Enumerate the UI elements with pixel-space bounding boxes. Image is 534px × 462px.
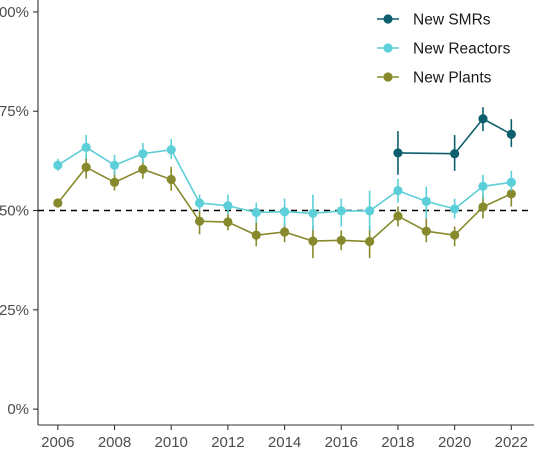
data-point <box>506 189 516 199</box>
data-point <box>194 198 205 208</box>
data-point <box>336 206 346 216</box>
data-point <box>393 186 403 196</box>
legend-swatch-point <box>383 72 393 82</box>
legend-label: New Plants <box>413 70 492 87</box>
x-tick-label: 2018 <box>381 434 414 451</box>
data-point <box>336 235 346 245</box>
data-point <box>166 145 176 155</box>
data-point <box>506 177 516 187</box>
data-point <box>421 196 431 206</box>
x-tick-label: 2020 <box>438 434 471 451</box>
data-point <box>166 174 176 185</box>
data-point <box>109 160 120 170</box>
series-new-smrs <box>393 107 516 175</box>
legend-item: New SMRs <box>377 12 491 29</box>
y-tick-label: 100% <box>0 4 29 21</box>
x-tick-label: 2022 <box>495 434 528 451</box>
data-point <box>53 160 63 170</box>
data-point <box>478 114 488 124</box>
series-new-plants <box>53 154 516 259</box>
legend-label: New SMRs <box>413 12 491 29</box>
data-point <box>251 207 261 218</box>
data-point <box>308 236 318 246</box>
data-point <box>279 227 290 237</box>
data-point <box>81 162 91 172</box>
series-new-reactors <box>53 135 516 231</box>
data-point <box>53 198 63 208</box>
data-point <box>450 230 460 240</box>
data-point <box>194 216 205 226</box>
x-axis-ticks: 2006 2008 2010 2012 2014 2016 2018 2020 2022 <box>41 425 528 451</box>
data-point <box>393 148 403 158</box>
data-point <box>138 149 148 159</box>
x-tick-label: 2016 <box>325 434 358 451</box>
data-point <box>138 164 148 174</box>
legend-swatch-point <box>383 43 393 53</box>
data-point <box>308 208 318 218</box>
data-point <box>365 206 375 216</box>
y-axis-ticks: 0% 25% 50% 75% 100% <box>0 4 38 418</box>
series-line <box>397 117 512 155</box>
data-point <box>421 226 431 236</box>
data-point <box>506 129 516 139</box>
data-point <box>450 204 460 214</box>
x-tick-label: 2006 <box>41 434 74 451</box>
data-point <box>251 230 261 240</box>
data-point <box>478 202 488 212</box>
y-tick-label: 50% <box>0 203 29 220</box>
legend-swatch-point <box>383 14 393 24</box>
data-point <box>81 142 91 152</box>
legend-item: New Plants <box>377 70 492 87</box>
legend-item: New Reactors <box>377 41 511 58</box>
data-point <box>223 217 233 227</box>
data-point <box>450 149 460 159</box>
legend: New SMRs New Reactors New Plants <box>377 12 511 87</box>
y-tick-label: 75% <box>0 103 29 120</box>
x-tick-label: 2010 <box>155 434 188 451</box>
data-point <box>279 207 290 217</box>
x-tick-label: 2012 <box>211 434 244 451</box>
legend-label: New Reactors <box>413 41 511 58</box>
data-point <box>223 201 233 211</box>
series-layer <box>53 107 516 259</box>
y-tick-label: 25% <box>0 302 29 319</box>
data-point <box>365 236 375 247</box>
y-tick-label: 0% <box>7 401 29 418</box>
data-point <box>393 211 403 221</box>
x-tick-label: 2008 <box>98 434 131 451</box>
data-point <box>109 177 120 187</box>
x-tick-label: 2014 <box>268 434 301 451</box>
data-point <box>478 181 488 191</box>
